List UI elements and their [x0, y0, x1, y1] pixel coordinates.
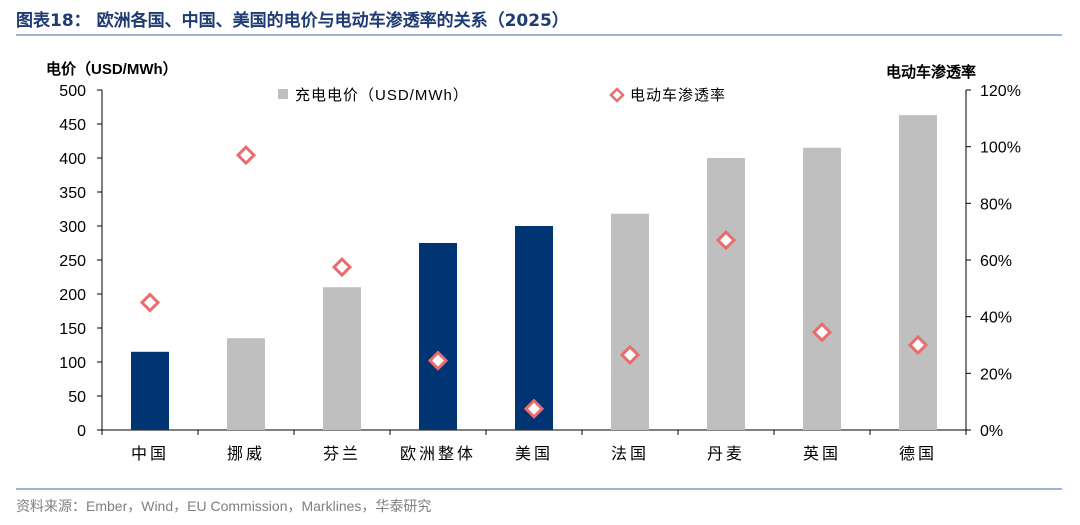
right-tick-label: 120% — [980, 83, 1021, 100]
bar — [227, 338, 265, 430]
left-tick-label: 250 — [59, 253, 86, 270]
title-divider — [16, 34, 1062, 36]
penetration-marker — [139, 292, 161, 313]
right-tick-label: 60% — [980, 253, 1012, 270]
source-note: 资料来源：Ember，Wind，EU Commission，Marklines，… — [16, 498, 432, 514]
bar — [803, 147, 841, 431]
penetration-marker — [331, 256, 353, 278]
left-tick-label: 500 — [59, 83, 86, 100]
left-tick-label: 0 — [77, 423, 86, 440]
penetration-marker — [715, 230, 737, 251]
penetration-marker — [811, 322, 833, 343]
left-tick-label: 50 — [68, 389, 86, 406]
chart: 0 50 100 150 200 250 300 350 400 450 500 0% 20% 40% 60… — [46, 60, 1021, 463]
penetration-marker — [907, 334, 929, 356]
left-tick-label: 200 — [59, 287, 86, 304]
x-tick-label: 挪威 — [227, 445, 265, 463]
bar — [131, 351, 169, 430]
left-tick-label: 100 — [59, 355, 86, 372]
left-axis-title: 电价（USD/MWh） — [46, 60, 178, 78]
x-tick-label: 芬兰 — [323, 445, 361, 463]
bar — [515, 226, 553, 430]
penetration-marker — [427, 350, 449, 371]
bar — [899, 115, 937, 430]
penetration-marker — [619, 344, 641, 366]
right-tick-label: 20% — [980, 366, 1012, 383]
legend-swatch-marker — [609, 87, 625, 103]
chart-title: 图表18： 欧洲各国、中国、美国的电价与电动车渗透率的关系（2025） — [16, 11, 569, 31]
legend-label-marker: 电动车渗透率 — [630, 87, 726, 104]
legend-swatch-bar — [278, 89, 288, 99]
x-tick-label: 欧洲整体 — [400, 445, 476, 463]
bar — [323, 287, 361, 430]
bar — [707, 158, 745, 430]
bar — [419, 243, 457, 430]
x-tick-label: 英国 — [803, 445, 841, 463]
right-axis-title: 电动车渗透率 — [886, 63, 976, 81]
left-tick-label: 300 — [59, 219, 86, 236]
left-tick-label: 150 — [59, 321, 86, 338]
legend-label-bar: 充电电价（USD/MWh） — [295, 87, 469, 104]
right-tick-label: 40% — [980, 310, 1012, 327]
right-tick-label: 0% — [980, 423, 1003, 440]
left-tick-label: 450 — [59, 117, 86, 134]
right-tick-label: 80% — [980, 196, 1012, 213]
x-tick-label: 德国 — [899, 445, 937, 463]
penetration-marker — [523, 398, 545, 419]
left-tick-label: 350 — [59, 185, 86, 202]
x-tick-label: 美国 — [515, 445, 553, 463]
left-tick-label: 400 — [59, 151, 86, 168]
x-tick-label: 丹麦 — [707, 445, 745, 463]
footer-divider — [16, 488, 1062, 490]
right-tick-label: 100% — [980, 140, 1021, 157]
x-tick-label: 中国 — [131, 445, 169, 463]
penetration-marker — [235, 145, 257, 166]
bar — [611, 213, 649, 430]
x-tick-label: 法国 — [611, 445, 649, 463]
